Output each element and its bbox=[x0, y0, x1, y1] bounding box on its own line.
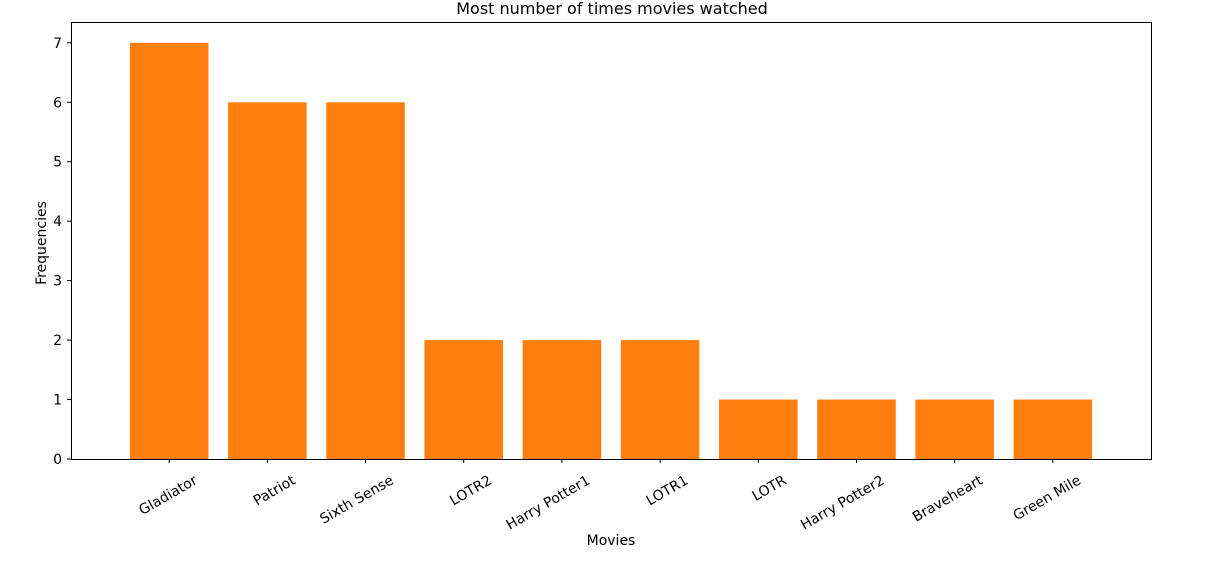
x-tick-label: Green Mile bbox=[1011, 473, 1084, 525]
x-axis-ticks: Gladiator Patriot Sixth Sense LOTR2 Harry Po… bbox=[136, 459, 1084, 534]
bar-gladiator bbox=[129, 42, 209, 460]
bar-patriot bbox=[228, 102, 307, 460]
bar-lotr bbox=[719, 399, 798, 459]
plot-frame bbox=[71, 22, 1152, 460]
y-tick-label: 1 bbox=[53, 393, 62, 409]
x-tick-label: Gladiator bbox=[136, 472, 200, 518]
x-tick-label: Patriot bbox=[251, 472, 299, 509]
x-tick-label: Harry Potter2 bbox=[798, 473, 887, 534]
y-axis-ticks: 0 1 2 3 4 5 6 7 bbox=[53, 36, 71, 468]
x-tick-label: Harry Potter1 bbox=[504, 473, 593, 534]
y-tick-label: 6 bbox=[53, 95, 62, 111]
bars-layer bbox=[129, 42, 1093, 460]
y-tick-label: 0 bbox=[53, 452, 62, 468]
bar-harry-potter2 bbox=[817, 399, 896, 459]
x-tick-label: Sixth Sense bbox=[317, 473, 396, 528]
y-tick-label: 3 bbox=[53, 274, 62, 290]
x-axis-label: Movies bbox=[587, 533, 636, 549]
bar-green-mile bbox=[1013, 399, 1093, 459]
y-axis-label: Frequencies bbox=[34, 201, 50, 285]
x-tick-label: LOTR2 bbox=[447, 473, 494, 510]
x-tick-label: Braveheart bbox=[910, 472, 986, 525]
bar-sixth-sense bbox=[326, 102, 405, 460]
y-tick-label: 7 bbox=[53, 36, 62, 52]
x-tick-label: LOTR1 bbox=[644, 473, 691, 510]
bar-lotr2 bbox=[424, 340, 503, 459]
bar-harry-potter1 bbox=[522, 340, 602, 459]
y-tick-label: 4 bbox=[53, 214, 62, 230]
x-tick-label: LOTR bbox=[750, 472, 790, 504]
y-tick-label: 5 bbox=[53, 155, 62, 171]
bar-braveheart bbox=[915, 399, 994, 459]
bar-lotr1 bbox=[620, 340, 700, 459]
y-tick-label: 2 bbox=[53, 333, 62, 349]
chart-title: Most number of times movies watched bbox=[456, 0, 768, 18]
